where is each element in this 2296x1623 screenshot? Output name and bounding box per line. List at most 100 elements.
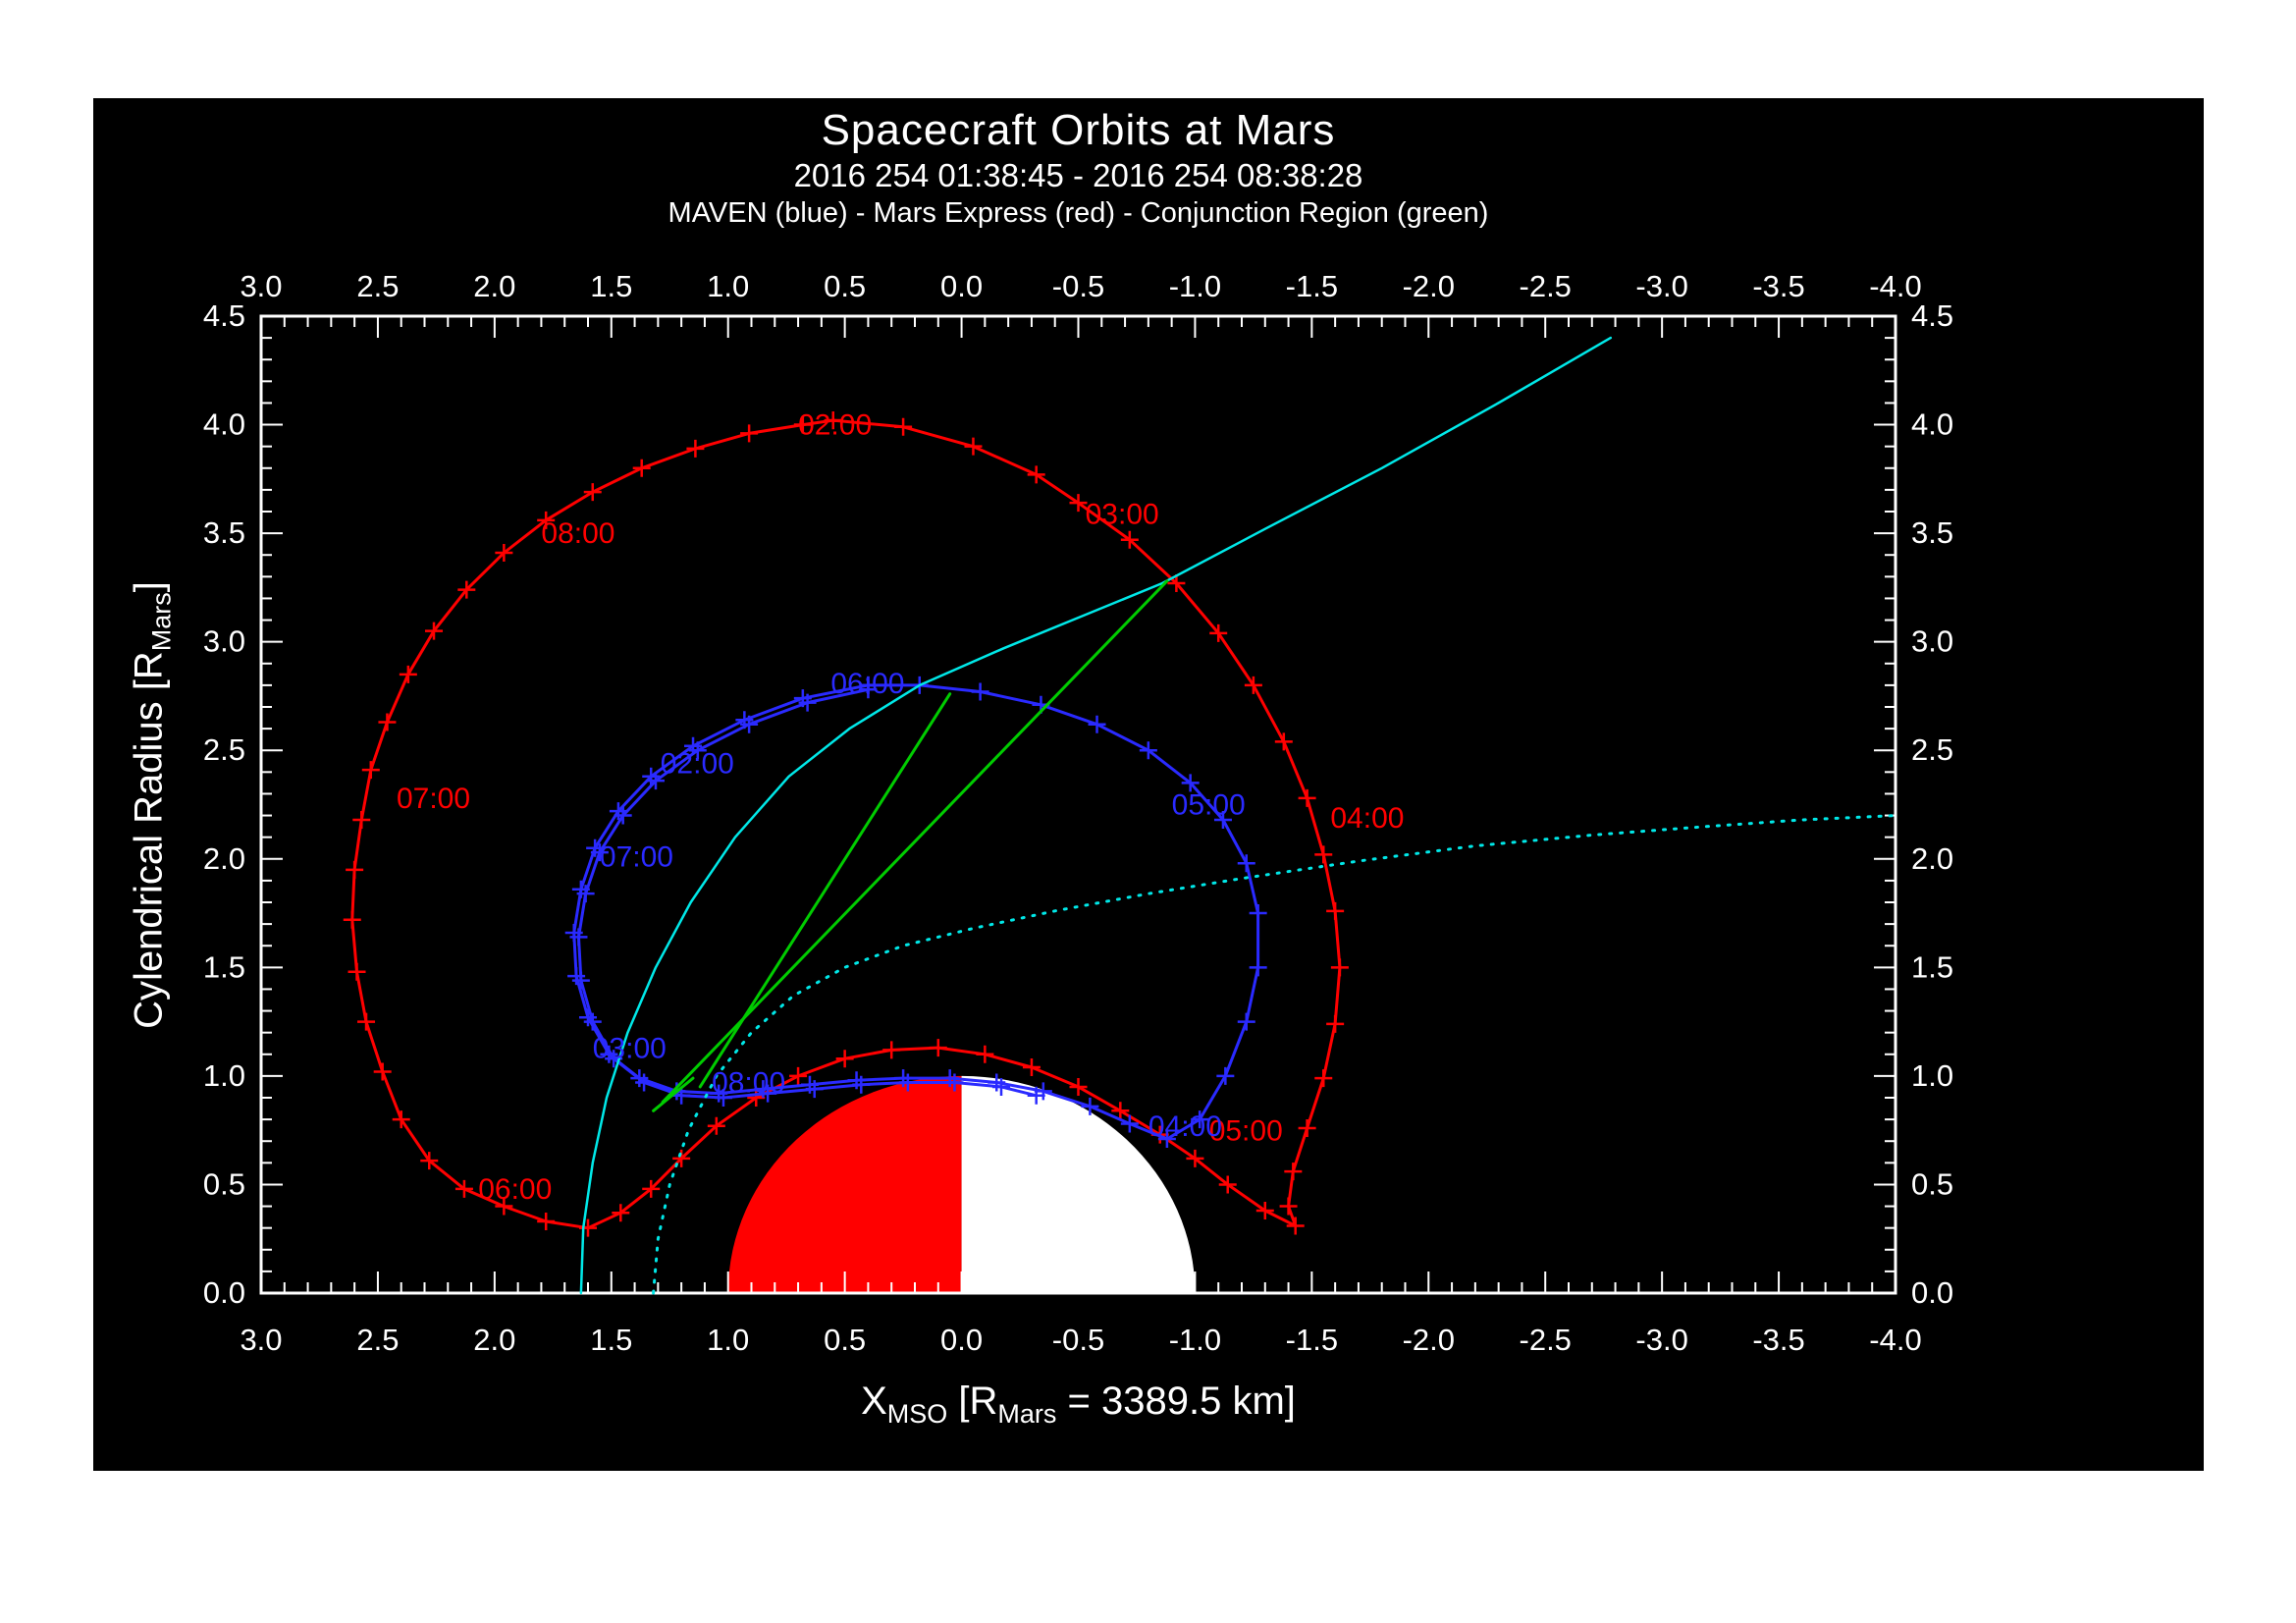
x-tick-label-top: -0.5 (1052, 269, 1104, 303)
x-tick-label-top: 2.0 (473, 269, 515, 303)
x-axis-title-symbol: X (861, 1380, 887, 1423)
maven-time-label: 02:00 (661, 748, 734, 781)
mex-orbit-plus-marker (882, 1041, 901, 1059)
y-tick-label-right: 4.5 (1911, 298, 1953, 333)
plot-svg: 3.0 3.0 2.5 2.5 2.0 2.0 1.5 1.5 1.0 1.0 0.5 0.5 0.0 0… (203, 269, 1953, 1357)
y-tick-label: 3.5 (203, 515, 245, 550)
mars-express-time-label: 05:00 (1209, 1114, 1283, 1147)
maven-orbit-plus-marker (992, 1077, 1011, 1096)
maven-orbit-plus-marker (635, 1073, 654, 1092)
mex-orbit-plus-marker (537, 511, 556, 529)
chart-title: Spacecraft Orbits at Mars (821, 106, 1336, 154)
x-tick-label-top: -1.5 (1286, 269, 1338, 303)
mex-orbit-plus-marker (579, 1218, 597, 1237)
y-tick-label-right: 0.0 (1911, 1275, 1953, 1310)
y-tick-label: 3.0 (203, 624, 245, 659)
maven-time-label: 05:00 (1172, 789, 1246, 822)
x-tick-label: 1.0 (707, 1323, 749, 1357)
mex-orbit-plus-marker (824, 411, 842, 430)
mex-orbit-plus-marker (1326, 1014, 1345, 1033)
x-tick-label: -2.0 (1403, 1323, 1455, 1357)
maven-orbit-plus-marker (1249, 958, 1267, 977)
mex-orbit-plus-marker (1209, 623, 1228, 642)
y-axis-title-text: Cylendrical Radius [R (127, 651, 171, 1029)
mex-orbit-plus-marker (1330, 958, 1349, 977)
maven-orbit-plus-marker (1237, 1012, 1255, 1031)
mars-express-time-label: 04:00 (1330, 802, 1404, 835)
mex-orbit-plus-marker (686, 439, 705, 458)
maven-orbit-plus-marker (590, 843, 609, 862)
mex-orbit-plus-marker (495, 1197, 513, 1216)
maven-orbit-plus-marker (805, 1080, 824, 1099)
maven-time-label: 06:00 (830, 668, 904, 700)
x-tick-label: -1.5 (1286, 1323, 1338, 1357)
maven-orbit-plus-marker (583, 1012, 602, 1031)
mex-orbit-plus-marker (1314, 845, 1333, 864)
maven-orbit-plus-marker (1249, 904, 1267, 923)
mex-orbit-plus-marker (357, 1012, 376, 1031)
mex-orbit-plus-marker (1069, 1077, 1088, 1096)
maven-orbit-plus-marker (646, 772, 665, 790)
mex-orbit-plus-marker (976, 1045, 994, 1063)
mex-orbit-plus-marker (835, 1050, 854, 1068)
mex-orbit-plus-marker (457, 580, 476, 599)
x-tick-label-top: -2.0 (1403, 269, 1455, 303)
maven-orbit-plus-marker (1216, 1066, 1235, 1085)
mex-orbit-plus-marker (347, 962, 366, 981)
mex-orbit-plus-marker (495, 544, 513, 563)
x-tick-label: -3.0 (1635, 1323, 1687, 1357)
x-tick-label-top: -3.5 (1752, 269, 1804, 303)
x-tick-label-top: 0.5 (824, 269, 866, 303)
x-tick-label-top: -3.0 (1635, 269, 1687, 303)
chart-legend: MAVEN (blue) - Mars Express (red) - Conj… (667, 197, 1489, 229)
x-tick-label: -2.5 (1520, 1323, 1572, 1357)
x-tick-label-top: -4.0 (1869, 269, 1921, 303)
mex-orbit-plus-marker (1120, 530, 1139, 549)
maven-orbit-plus-marker (859, 680, 878, 699)
maven-orbit-plus-marker (714, 1089, 732, 1107)
x-tick-label: -0.5 (1052, 1323, 1104, 1357)
conjunction-region-path (661, 579, 1169, 1104)
mex-orbit-plus-marker (420, 1152, 439, 1170)
mars-express-time-label: 02:00 (798, 409, 872, 442)
mex-orbit-plus-marker (964, 437, 983, 456)
mex-orbit-plus-marker (343, 910, 361, 929)
mex-orbit-plus-marker (789, 1066, 808, 1085)
mex-orbit-plus-marker (1111, 1102, 1130, 1120)
mars-express-time-label: 03:00 (1086, 498, 1159, 530)
chart-subtitle: 2016 254 01:38:45 - 2016 254 08:38:28 (793, 157, 1363, 193)
mex-orbit-plus-marker (929, 1039, 947, 1057)
y-tick-label-right: 3.0 (1911, 624, 1953, 659)
y-tick-label-right: 2.0 (1911, 841, 1953, 876)
mex-orbit-plus-marker (378, 713, 397, 731)
x-tick-label: 3.0 (240, 1323, 282, 1357)
x-tick-label: 1.5 (590, 1323, 632, 1357)
mex-orbit-plus-marker (392, 1110, 410, 1129)
maven-orbit-plus-marker (576, 885, 595, 903)
y-tick-label-right: 3.5 (1911, 515, 1953, 550)
mex-orbit-plus-marker (1069, 494, 1088, 513)
x-tick-label-top: 1.5 (590, 269, 632, 303)
mex-orbit-plus-marker (632, 459, 651, 477)
mex-orbit-plus-marker (1027, 465, 1045, 484)
y-axis-title: Cylendrical Radius [RMars] (128, 581, 178, 1029)
mex-orbit-plus-marker (1218, 1175, 1237, 1194)
y-axis-title-close: ] (127, 581, 171, 593)
mex-orbit-plus-marker (707, 1116, 725, 1135)
y-tick-label: 4.5 (203, 298, 245, 333)
mex-orbit-plus-marker (425, 622, 444, 640)
maven-orbit-plus-marker (672, 1086, 691, 1105)
mex-orbit-plus-marker (1286, 1217, 1305, 1235)
maven-orbit-plus-marker (688, 741, 707, 760)
x-tick-label: -3.5 (1752, 1323, 1804, 1357)
mex-orbit-plus-marker (583, 483, 602, 502)
mex-orbit-plus-marker (1186, 1149, 1204, 1167)
mex-orbit-plus-marker (361, 761, 380, 780)
y-tick-label-right: 0.5 (1911, 1166, 1953, 1201)
y-tick-label: 0.5 (203, 1166, 245, 1201)
mex-orbit-plus-marker (612, 1204, 630, 1222)
mex-orbit-plus-marker (1022, 1058, 1041, 1077)
maven-orbit-plus-marker (571, 971, 590, 990)
maven-orbit-plus-marker (1181, 774, 1200, 792)
